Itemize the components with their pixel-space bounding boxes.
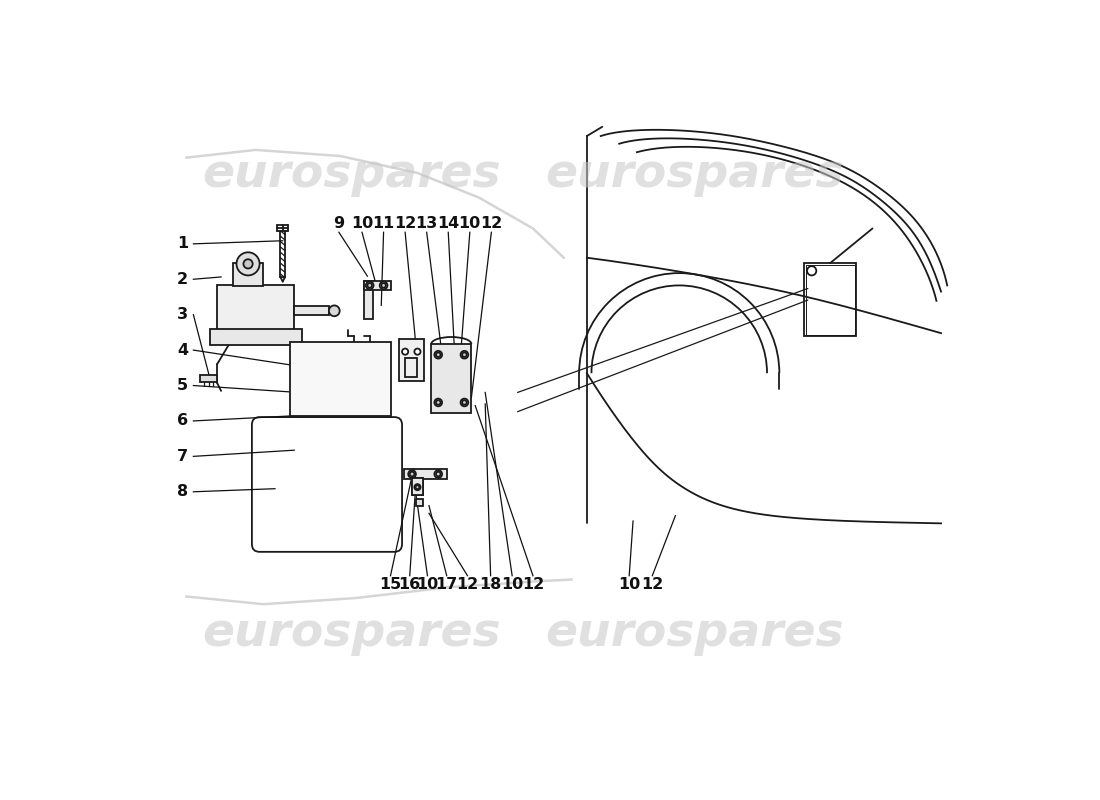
Text: 15: 15 <box>379 578 401 593</box>
Text: 4: 4 <box>177 342 188 358</box>
Text: 18: 18 <box>480 578 502 593</box>
Bar <box>295 306 329 315</box>
Circle shape <box>434 470 442 478</box>
Circle shape <box>416 486 419 489</box>
Bar <box>209 330 301 345</box>
Circle shape <box>367 283 372 288</box>
Bar <box>416 499 422 506</box>
Circle shape <box>408 470 416 478</box>
FancyBboxPatch shape <box>252 417 403 552</box>
Bar <box>405 358 418 377</box>
Text: 14: 14 <box>437 215 460 230</box>
Text: 8: 8 <box>177 484 188 499</box>
Bar <box>412 478 422 495</box>
Text: 3: 3 <box>177 307 188 322</box>
Text: eurospares: eurospares <box>546 611 844 656</box>
Circle shape <box>434 398 442 406</box>
Text: 12: 12 <box>456 578 478 593</box>
Text: 10: 10 <box>351 215 373 230</box>
Text: 10: 10 <box>618 578 640 593</box>
Text: 9: 9 <box>333 215 344 230</box>
Circle shape <box>379 282 387 290</box>
Text: eurospares: eurospares <box>202 152 502 197</box>
Bar <box>218 285 295 331</box>
Circle shape <box>462 400 466 405</box>
Bar <box>804 263 856 336</box>
Circle shape <box>436 472 440 476</box>
Bar <box>363 281 373 319</box>
Text: 10: 10 <box>500 578 524 593</box>
Text: 12: 12 <box>641 578 663 593</box>
Bar <box>363 281 390 290</box>
Text: 17: 17 <box>436 578 458 593</box>
Bar <box>200 374 218 382</box>
Circle shape <box>243 259 253 269</box>
Bar <box>290 342 390 415</box>
Text: 10: 10 <box>416 578 439 593</box>
Text: 7: 7 <box>177 449 188 464</box>
Circle shape <box>461 351 469 358</box>
Text: 12: 12 <box>521 578 544 593</box>
Text: 1: 1 <box>177 236 188 251</box>
Text: 6: 6 <box>177 414 188 429</box>
Circle shape <box>329 306 340 316</box>
Text: 13: 13 <box>416 215 438 230</box>
Text: eurospares: eurospares <box>546 152 844 197</box>
Text: 12: 12 <box>481 215 503 230</box>
Circle shape <box>415 349 420 354</box>
Text: eurospares: eurospares <box>202 611 502 656</box>
Circle shape <box>462 353 466 357</box>
Text: 16: 16 <box>398 578 421 593</box>
Circle shape <box>436 353 440 357</box>
Circle shape <box>382 283 386 288</box>
Bar <box>412 478 422 495</box>
Text: 2: 2 <box>177 272 188 286</box>
Bar <box>233 263 264 286</box>
Text: 10: 10 <box>459 215 481 230</box>
Circle shape <box>415 484 420 490</box>
Bar <box>405 469 447 479</box>
Text: 12: 12 <box>394 215 416 230</box>
Circle shape <box>366 282 374 290</box>
Circle shape <box>409 472 415 476</box>
Bar <box>399 338 424 381</box>
Bar <box>805 265 855 334</box>
Circle shape <box>236 252 260 275</box>
Circle shape <box>434 351 442 358</box>
Text: 11: 11 <box>373 215 395 230</box>
Circle shape <box>436 400 440 405</box>
Bar <box>431 344 472 414</box>
Circle shape <box>402 349 408 354</box>
Text: 5: 5 <box>177 378 188 393</box>
Circle shape <box>461 398 469 406</box>
